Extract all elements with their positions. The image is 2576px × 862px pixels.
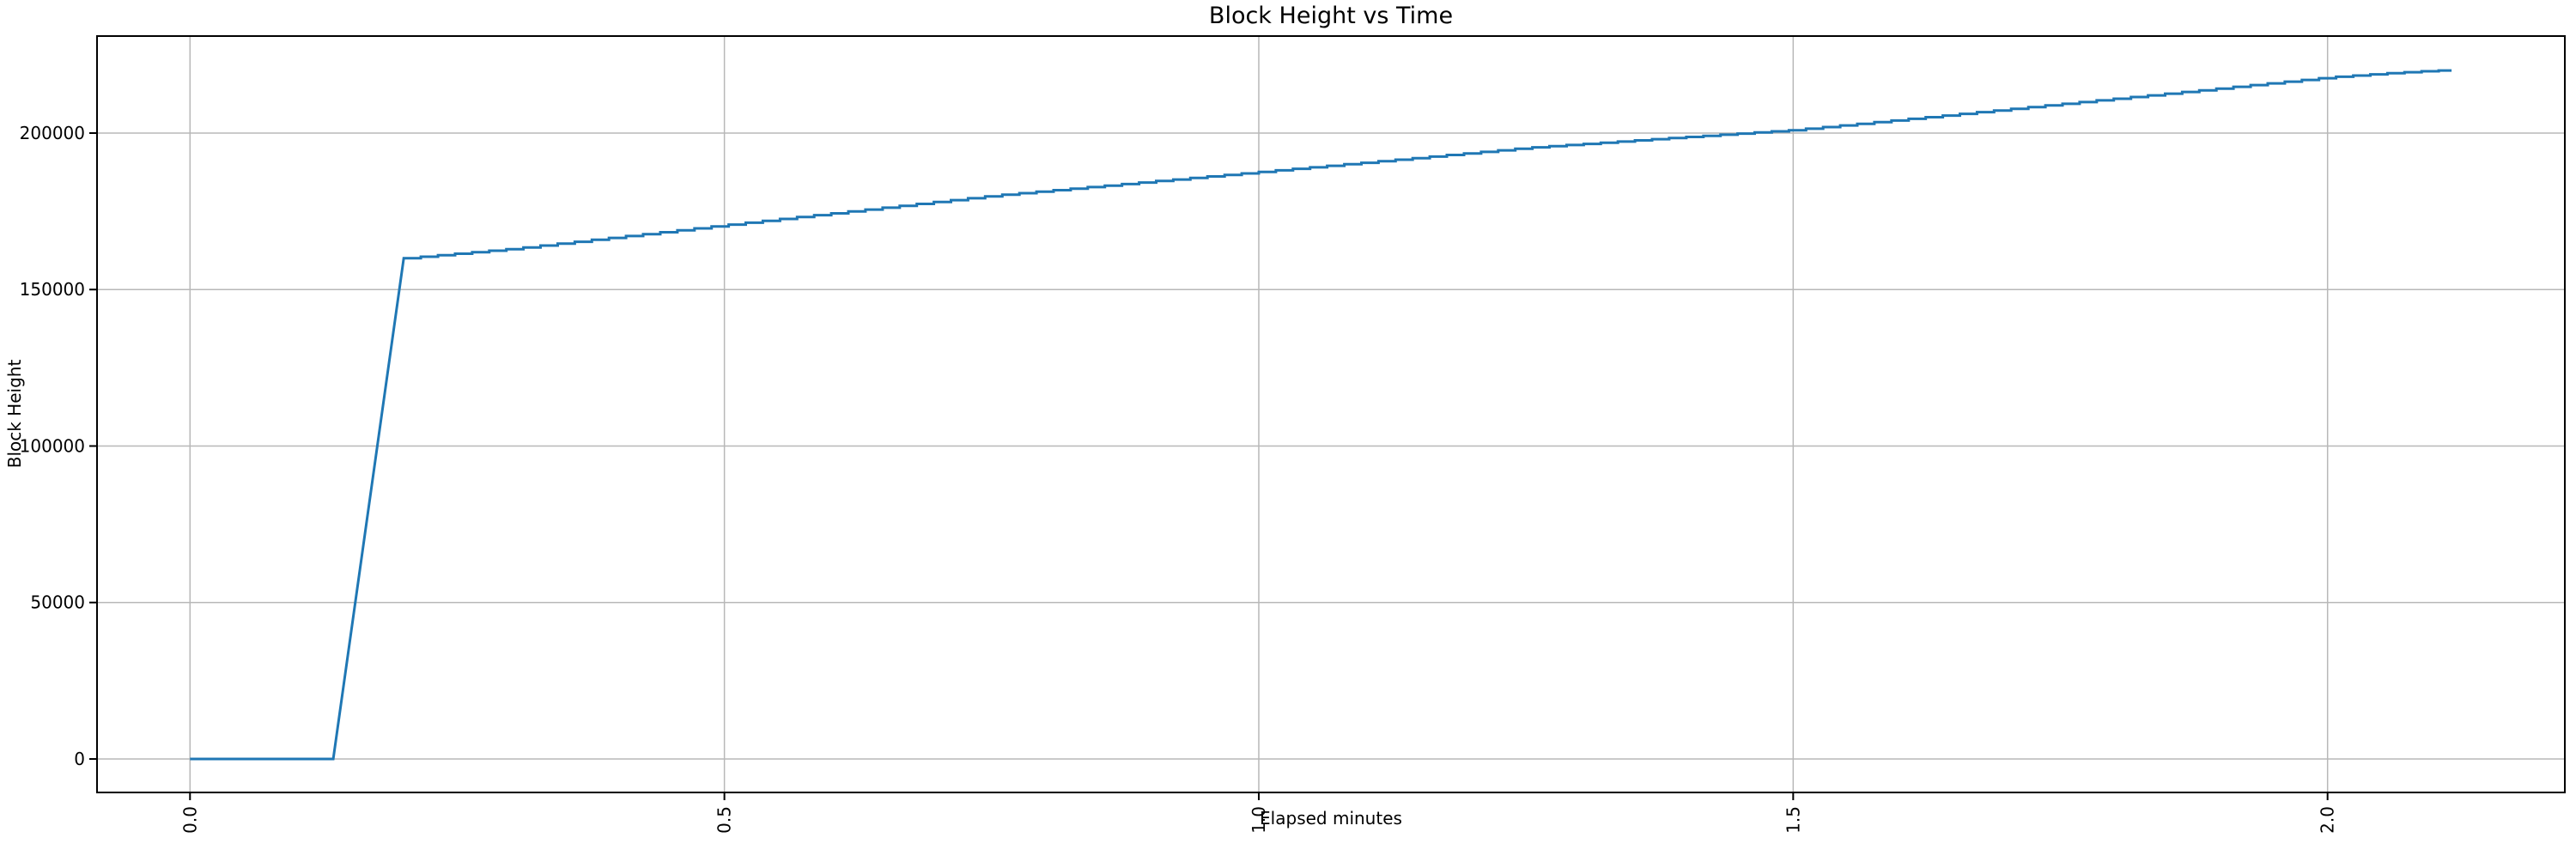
y-axis-label: Block Height [4,359,25,469]
x-tick-label: 2.0 [2318,806,2338,834]
x-tick-label: 0.5 [714,806,735,834]
y-tick-label: 50000 [30,592,85,613]
y-tick-label: 200000 [20,123,85,143]
y-tick-label: 0 [74,749,85,769]
y-tick-label: 150000 [20,279,85,300]
x-tick-label: 1.5 [1783,806,1803,834]
plot-border [96,35,2566,793]
chart-title: Block Height vs Time [1208,3,1454,29]
x-tick-label: 0.0 [179,806,200,834]
series-line-block-height [190,69,2452,761]
x-axis-label: Elapsed minutes [1260,808,1402,829]
y-tick-label: 100000 [20,435,85,456]
x-tick-label: 1.0 [1249,806,1269,834]
